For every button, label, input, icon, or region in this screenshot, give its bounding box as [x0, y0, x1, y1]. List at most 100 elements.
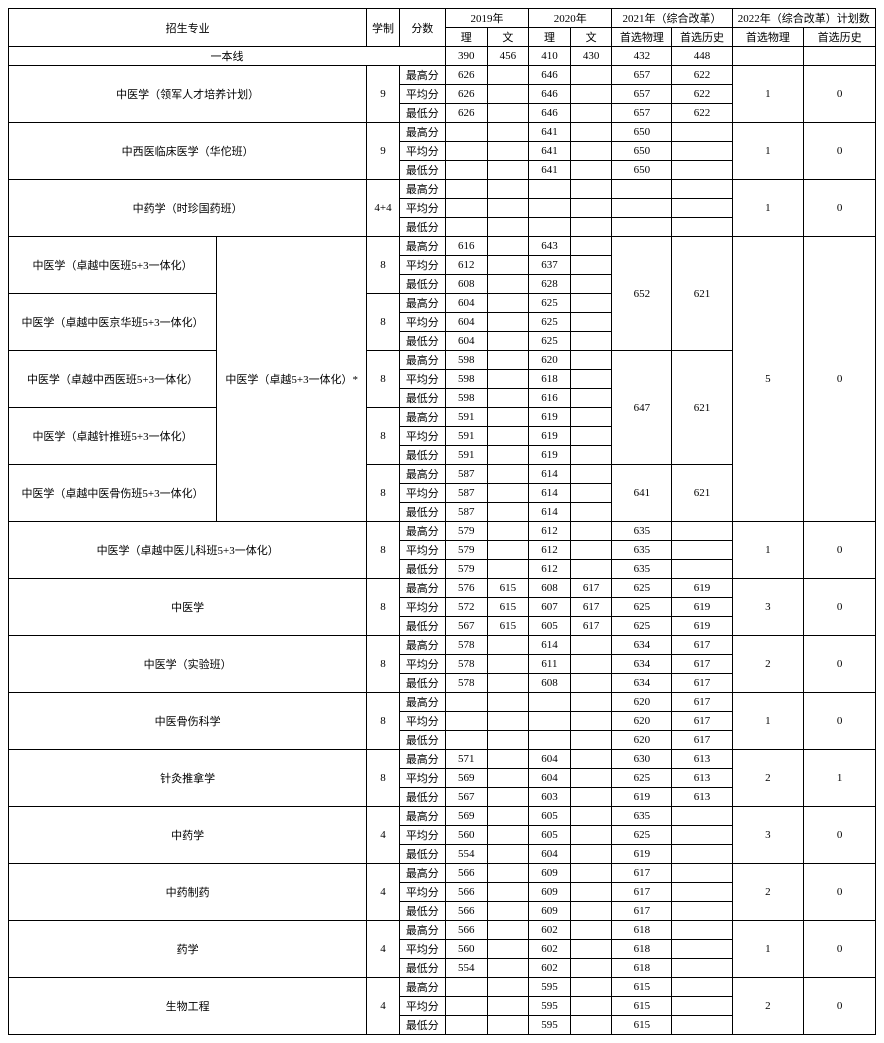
tier1-val-1: 456: [487, 47, 529, 66]
xz-3: 8: [367, 237, 399, 294]
v-13-1-4: 625: [612, 826, 672, 845]
v-2-1-5: [672, 199, 732, 218]
v-10-0-2: 614: [529, 636, 571, 655]
v-16-1-5: [672, 997, 732, 1016]
score-label-0-2: 最低分: [399, 104, 445, 123]
score-label-4-2: 最低分: [399, 332, 445, 351]
v-7-2-3: [570, 503, 612, 522]
v-11-0-5: 617: [672, 693, 732, 712]
score-label-1-2: 最低分: [399, 161, 445, 180]
group-label: 中医学（卓越5+3一体化）*: [217, 237, 367, 522]
v-11-1-1: [487, 712, 529, 731]
xz-16: 4: [367, 978, 399, 1035]
v-10-2-0: 578: [445, 674, 487, 693]
plan-phys-11: 1: [732, 693, 804, 750]
v-8-0-4: 635: [612, 522, 672, 541]
v-13-1-2: 605: [529, 826, 571, 845]
score-label-9-1: 平均分: [399, 598, 445, 617]
major-8: 中医学（卓越中医儿科班5+3一体化）: [9, 522, 367, 579]
v-8-1-1: [487, 541, 529, 560]
score-label-5-1: 平均分: [399, 370, 445, 389]
v-8-2-5: [672, 560, 732, 579]
plan-phys-8: 1: [732, 522, 804, 579]
hdr-2021: 2021年（综合改革）: [612, 9, 732, 28]
v-6-1-0: 591: [445, 427, 487, 446]
hdr-2022: 2022年（综合改革）计划数: [732, 9, 875, 28]
plan-hist-12: 1: [804, 750, 876, 807]
v-9-1-5: 619: [672, 598, 732, 617]
v-15-0-4: 618: [612, 921, 672, 940]
v-10-1-4: 634: [612, 655, 672, 674]
v-15-2-4: 618: [612, 959, 672, 978]
xz-7: 8: [367, 465, 399, 522]
v-11-2-0: [445, 731, 487, 750]
hdr-hist: 首选历史: [672, 28, 732, 47]
score-label-9-0: 最高分: [399, 579, 445, 598]
v-12-0-4: 630: [612, 750, 672, 769]
v-8-2-4: 635: [612, 560, 672, 579]
v-12-2-4: 619: [612, 788, 672, 807]
v-10-1-0: 578: [445, 655, 487, 674]
v-0-2-3: [570, 104, 612, 123]
v-13-2-3: [570, 845, 612, 864]
v-12-1-5: 613: [672, 769, 732, 788]
v-10-1-3: [570, 655, 612, 674]
v-4-2-3: [570, 332, 612, 351]
v-9-2-0: 567: [445, 617, 487, 636]
score-label-8-1: 平均分: [399, 541, 445, 560]
score-label-7-0: 最高分: [399, 465, 445, 484]
major-15: 药学: [9, 921, 367, 978]
plan-hist-2: 0: [804, 180, 876, 237]
tier1-val-5: 448: [672, 47, 732, 66]
score-label-10-0: 最高分: [399, 636, 445, 655]
hdr-system: 学制: [367, 9, 399, 47]
v-5-2-3: [570, 389, 612, 408]
score-label-1-1: 平均分: [399, 142, 445, 161]
v-5-0-2: 620: [529, 351, 571, 370]
v-13-0-0: 569: [445, 807, 487, 826]
v-10-2-2: 608: [529, 674, 571, 693]
v-12-2-3: [570, 788, 612, 807]
v-6-0-3: [570, 408, 612, 427]
v-14-0-0: 566: [445, 864, 487, 883]
v-1-1-2: 641: [529, 142, 571, 161]
score-label-7-2: 最低分: [399, 503, 445, 522]
score-label-6-0: 最高分: [399, 408, 445, 427]
v-13-2-1: [487, 845, 529, 864]
v-12-1-3: [570, 769, 612, 788]
v-0-0-5: 622: [672, 66, 732, 85]
score-label-2-1: 平均分: [399, 199, 445, 218]
v-6-2-2: 619: [529, 446, 571, 465]
v-15-0-2: 602: [529, 921, 571, 940]
score-label-10-2: 最低分: [399, 674, 445, 693]
v-15-2-3: [570, 959, 612, 978]
hdr-li2: 理: [529, 28, 571, 47]
v-11-0-4: 620: [612, 693, 672, 712]
v-12-1-1: [487, 769, 529, 788]
v-14-1-5: [672, 883, 732, 902]
score-label-16-1: 平均分: [399, 997, 445, 1016]
v-2-1-3: [570, 199, 612, 218]
v-0-1-1: [487, 85, 529, 104]
v-0-0-1: [487, 66, 529, 85]
plan-hist-15: 0: [804, 921, 876, 978]
v-13-1-0: 560: [445, 826, 487, 845]
v-15-2-1: [487, 959, 529, 978]
v-0-2-4: 657: [612, 104, 672, 123]
v-14-1-4: 617: [612, 883, 672, 902]
v-13-1-5: [672, 826, 732, 845]
plan-hist-13: 0: [804, 807, 876, 864]
v-10-2-3: [570, 674, 612, 693]
v-3-0-1: [487, 237, 529, 256]
hdr-2020: 2020年: [529, 9, 612, 28]
v-0-0-3: [570, 66, 612, 85]
v-11-1-0: [445, 712, 487, 731]
v-8-2-3: [570, 560, 612, 579]
score-label-9-2: 最低分: [399, 617, 445, 636]
gplan-phys: 5: [732, 237, 804, 522]
v-16-0-4: 615: [612, 978, 672, 997]
score-label-6-2: 最低分: [399, 446, 445, 465]
v-6-1-3: [570, 427, 612, 446]
v-9-0-0: 576: [445, 579, 487, 598]
v-3-1-0: 612: [445, 256, 487, 275]
